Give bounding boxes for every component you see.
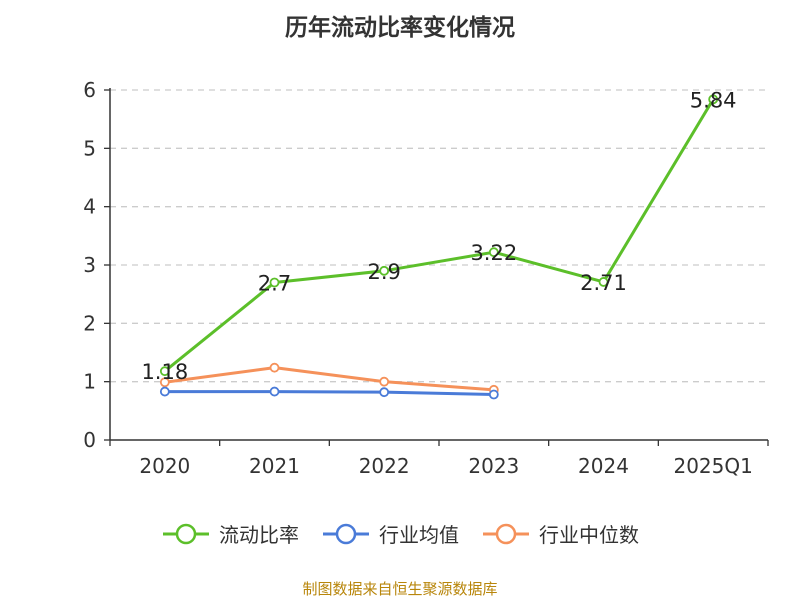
legend-label: 行业中位数: [539, 523, 639, 547]
data-point-2: [269, 362, 280, 373]
y-tick-label: 6: [83, 78, 96, 102]
data-label: 2.7: [258, 272, 291, 296]
x-tick-label: 2024: [578, 454, 629, 478]
data-point-0: [598, 277, 609, 287]
data-label: 5.84: [690, 88, 737, 112]
series-line-0: [163, 98, 715, 373]
data-point-1: [269, 386, 280, 397]
data-label: 2.9: [367, 260, 400, 284]
data-point-1: [488, 389, 499, 400]
legend-label: 流动比率: [219, 523, 299, 547]
data-point-2: [379, 376, 390, 387]
y-tick-label: 4: [83, 195, 96, 219]
series-line-2: [164, 366, 494, 392]
legend-item[interactable]: 行业均值: [321, 519, 459, 548]
x-tick-label: 2025Q1: [673, 454, 752, 478]
x-tick-label: 2020: [139, 454, 190, 478]
y-tick-label: 2: [83, 311, 96, 335]
data-point-1: [159, 386, 170, 397]
legend-line-marker-icon: [483, 523, 529, 544]
legend: 流动比率 行业均值 行业中位数: [0, 519, 800, 548]
data-point-2: [159, 377, 170, 388]
data-point-1: [379, 387, 390, 398]
legend-label: 行业均值: [379, 523, 459, 547]
x-tick-label: 2023: [468, 454, 519, 478]
data-point-0: [269, 277, 280, 288]
x-tick-label: 2021: [249, 454, 300, 478]
chart-title: 历年流动比率变化情况: [285, 15, 515, 41]
y-tick-label: 5: [83, 136, 96, 160]
legend-line-marker-icon: [163, 523, 209, 544]
y-tick-label: 0: [83, 428, 96, 452]
data-point-0: [488, 247, 499, 258]
data-label: 3.22: [470, 241, 517, 265]
data-label: 2.71: [580, 271, 627, 295]
x-tick-label: 2022: [359, 454, 410, 478]
legend-item[interactable]: 行业中位数: [481, 519, 639, 548]
source-note: 制图数据来自恒生聚源数据库: [302, 580, 498, 598]
series-line-1: [164, 390, 494, 396]
data-point-0: [379, 265, 390, 276]
legend-line-marker-icon: [323, 523, 369, 544]
data-point-0: [708, 94, 719, 105]
y-tick-label: 1: [83, 370, 96, 394]
data-label: 1.18: [141, 360, 188, 384]
legend-item[interactable]: 流动比率: [161, 519, 299, 548]
y-tick-label: 3: [83, 253, 96, 277]
data-point-0: [159, 366, 170, 377]
